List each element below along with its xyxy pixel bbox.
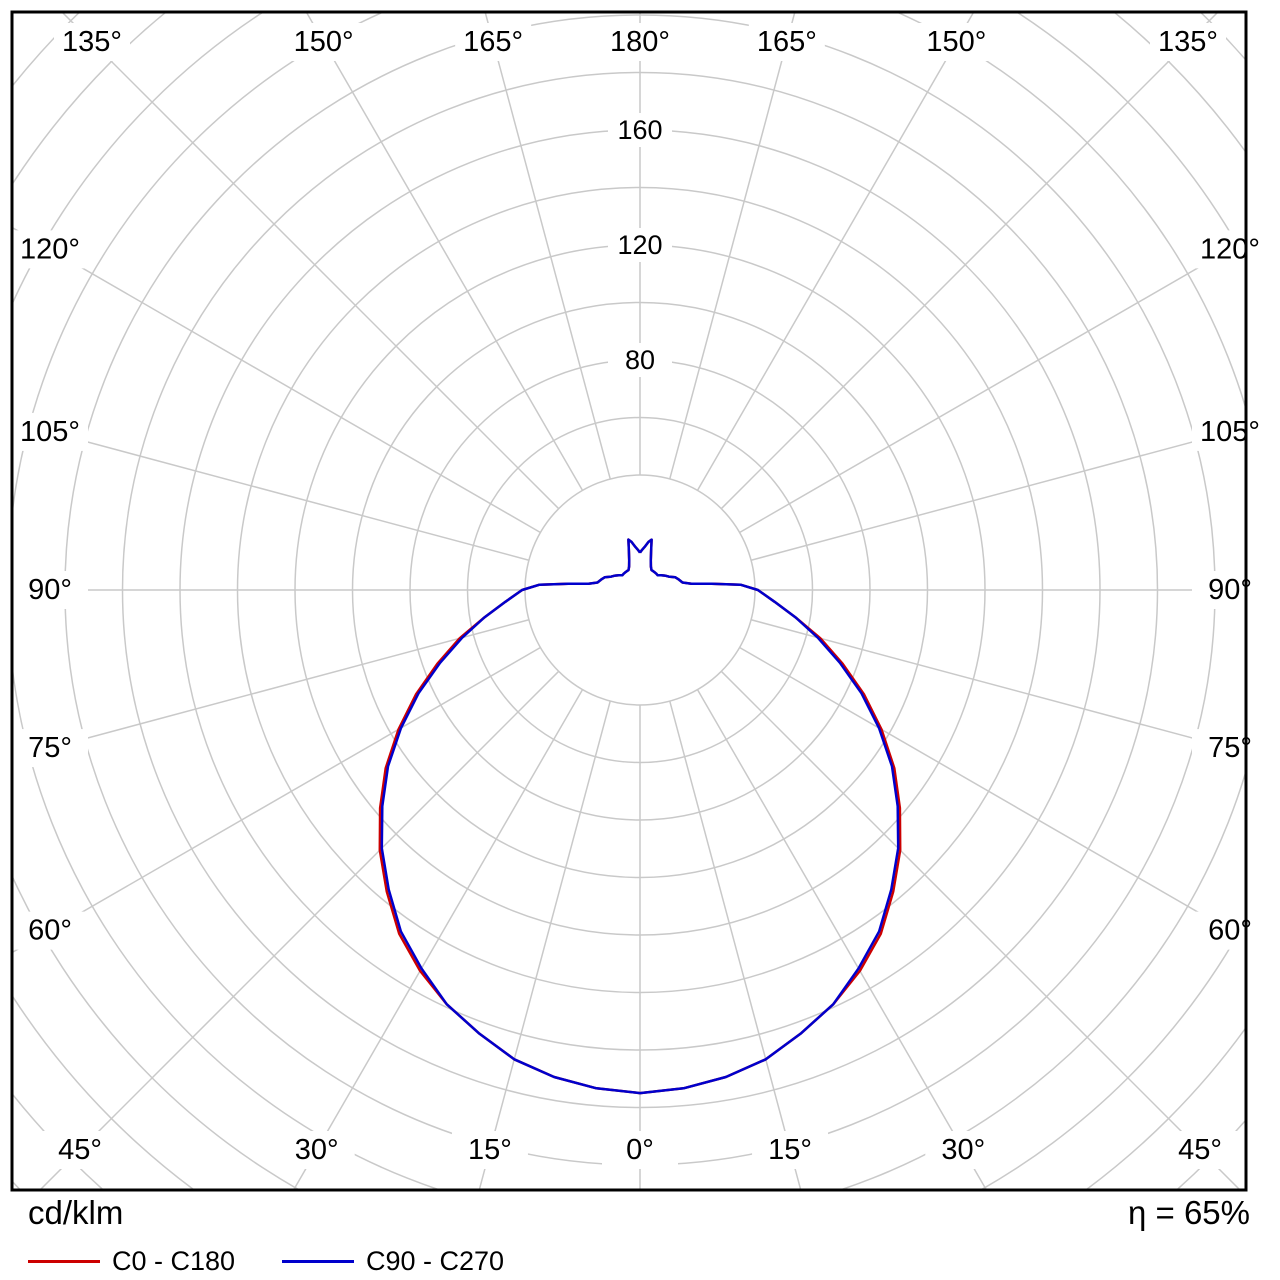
legend-line-blue-icon	[282, 1259, 354, 1263]
svg-text:15°: 15°	[468, 1134, 512, 1166]
chart-footer: cd/klm η = 65% C0 - C180 C90 - C270	[0, 1190, 1280, 1280]
efficiency-label: η = 65%	[1127, 1194, 1250, 1231]
legend-item-c90-c270: C90 - C270	[282, 1246, 504, 1276]
legend-label-c90-c270: C90 - C270	[366, 1246, 505, 1276]
svg-text:30°: 30°	[941, 1134, 985, 1166]
svg-text:0°: 0°	[626, 1134, 654, 1166]
svg-text:30°: 30°	[295, 1134, 339, 1166]
svg-text:80: 80	[625, 345, 655, 375]
svg-text:180°: 180°	[610, 26, 670, 58]
svg-text:135°: 135°	[62, 26, 122, 58]
svg-text:120°: 120°	[1200, 233, 1260, 265]
units-label: cd/klm	[28, 1194, 124, 1231]
svg-text:75°: 75°	[28, 732, 72, 764]
svg-text:15°: 15°	[768, 1134, 812, 1166]
svg-text:165°: 165°	[463, 26, 523, 58]
svg-text:165°: 165°	[757, 26, 817, 58]
svg-text:150°: 150°	[294, 26, 354, 58]
legend-line-red-icon	[28, 1259, 100, 1263]
svg-text:135°: 135°	[1158, 26, 1218, 58]
svg-text:45°: 45°	[58, 1134, 102, 1166]
svg-text:90°: 90°	[28, 574, 72, 606]
svg-text:150°: 150°	[926, 26, 986, 58]
svg-text:60°: 60°	[28, 915, 72, 947]
legend-item-c0-c180: C0 - C180	[28, 1246, 235, 1276]
svg-text:105°: 105°	[1200, 416, 1260, 448]
svg-text:160: 160	[617, 115, 662, 145]
svg-text:45°: 45°	[1178, 1134, 1222, 1166]
legend-label-c0-c180: C0 - C180	[112, 1246, 236, 1276]
svg-text:105°: 105°	[20, 416, 80, 448]
svg-text:120: 120	[617, 230, 662, 260]
svg-text:120°: 120°	[20, 233, 80, 265]
